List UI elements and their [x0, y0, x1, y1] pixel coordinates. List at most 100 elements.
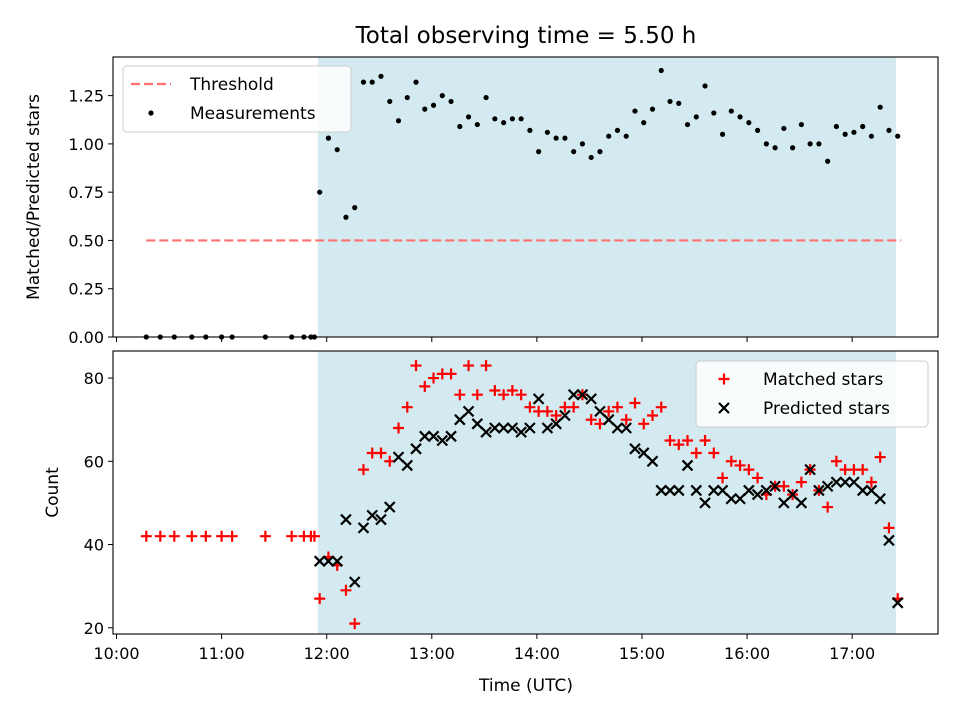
data-point [550, 410, 562, 422]
x-tick-label: 16:00 [724, 644, 770, 663]
data-point [509, 116, 515, 122]
data-point [226, 530, 238, 542]
data-point [603, 405, 615, 417]
data-point [754, 127, 761, 133]
x-tick-label: 14:00 [514, 644, 560, 663]
data-point [524, 401, 536, 413]
data-point [667, 98, 673, 105]
data-point [550, 418, 562, 430]
data-point [518, 116, 524, 122]
data-point [743, 484, 755, 497]
y-axis-label: Matched/Predicted stars [24, 94, 44, 300]
data-point [734, 492, 746, 505]
data-point [585, 393, 597, 405]
data-point [445, 368, 457, 380]
data-point [357, 464, 369, 476]
y-axis-label: Count [43, 467, 63, 518]
data-point [632, 108, 638, 114]
data-point [743, 464, 755, 476]
data-point [874, 492, 886, 505]
data-point [860, 123, 866, 130]
y-tick-label: 0.25 [68, 280, 104, 299]
data-point [313, 555, 326, 567]
y-tick-label: 40 [84, 536, 104, 555]
x-tick-label: 10:00 [93, 644, 139, 663]
axes-frame [112, 350, 939, 635]
data-point [541, 422, 554, 434]
data-point [352, 205, 358, 211]
data-point [448, 98, 454, 105]
data-point [684, 121, 691, 128]
data-point [664, 484, 676, 497]
data-point [655, 484, 668, 497]
data-point [638, 418, 650, 430]
bottom-panel: 20 40 60 80 10:00 11:00 12:00 13:00 14:00 15:00 16… [43, 350, 939, 663]
data-point [637, 447, 650, 459]
data-point [395, 118, 402, 124]
data-point [842, 131, 848, 137]
x-tick-label: 15:00 [619, 644, 665, 663]
data-point [216, 530, 228, 542]
data-point [524, 422, 536, 434]
series-predicted-stars [313, 388, 904, 609]
legend-handle-plus [718, 373, 730, 385]
data-point [716, 484, 729, 497]
data-point [340, 584, 352, 596]
data-point [620, 422, 632, 434]
data-point [807, 141, 813, 147]
data-point [597, 149, 603, 155]
data-point [410, 443, 422, 455]
data-point [786, 488, 799, 501]
data-point [401, 459, 414, 472]
figure-title: Total observing time = 5.50 h [355, 23, 697, 49]
data-point [387, 98, 393, 105]
data-point [186, 530, 198, 542]
data-point [357, 522, 370, 534]
data-point [708, 447, 720, 459]
data-point [886, 127, 892, 133]
y-tick-label: 1.25 [68, 87, 104, 106]
legend-box [695, 360, 929, 428]
data-point [413, 79, 419, 85]
data-point [349, 618, 361, 630]
data-point [544, 129, 550, 135]
data-point [527, 127, 533, 133]
data-point [673, 439, 685, 451]
data-point [325, 135, 332, 141]
data-point [410, 360, 422, 372]
data-point [602, 413, 615, 426]
data-point [465, 114, 472, 120]
data-point [445, 430, 457, 443]
data-point [816, 141, 822, 147]
data-point [343, 214, 349, 220]
data-point [536, 149, 542, 155]
data-point [576, 388, 589, 401]
y-tick-label: 20 [84, 619, 104, 638]
data-point [489, 422, 501, 434]
data-point [769, 480, 781, 493]
x-tick-label: 17:00 [829, 644, 875, 663]
data-point [690, 484, 703, 497]
data-point [430, 102, 437, 108]
data-point [725, 492, 738, 505]
data-point [375, 447, 387, 459]
data-point [751, 488, 764, 501]
y-tick-label: 0.50 [68, 231, 104, 250]
data-point [725, 455, 737, 467]
data-point [457, 123, 463, 130]
data-point [865, 484, 878, 497]
legend-label: Measurements [190, 104, 316, 124]
data-point [649, 106, 656, 112]
data-point [629, 397, 641, 409]
data-point [623, 133, 629, 139]
data-point [532, 393, 545, 405]
data-point [763, 141, 769, 147]
data-point [286, 530, 298, 542]
x-tick-label: 12:00 [304, 644, 350, 663]
legend-handle-cross [718, 402, 730, 414]
data-point [498, 389, 510, 401]
data-point [567, 388, 580, 401]
data-point [154, 530, 166, 542]
y-tick-label: 0.00 [68, 328, 104, 347]
